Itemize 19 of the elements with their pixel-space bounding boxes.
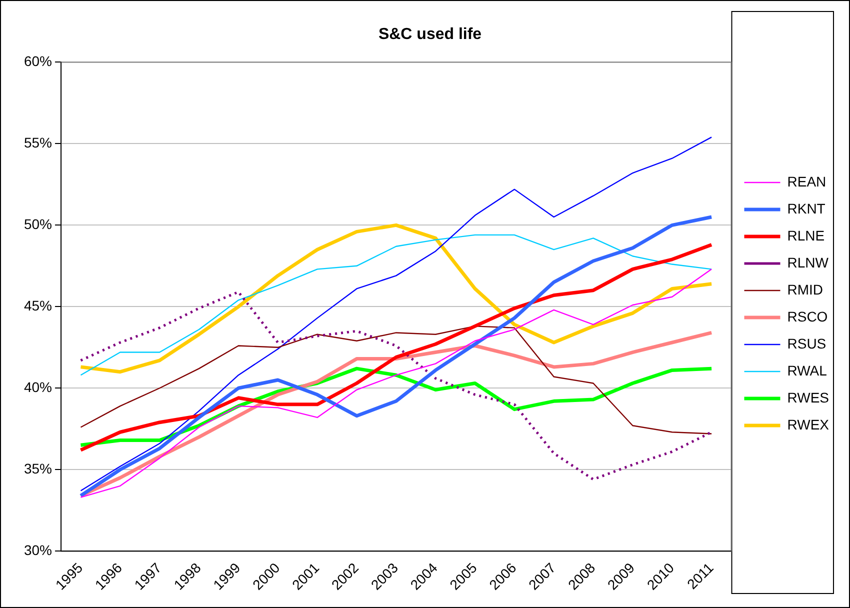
legend-label: REAN: [787, 173, 826, 190]
legend-label: RLNW: [787, 254, 830, 270]
y-tick-label: 35%: [24, 460, 52, 476]
legend-label: RWAL: [787, 362, 828, 378]
y-tick-label: 45%: [24, 298, 52, 314]
legend-label: RKNT: [787, 200, 826, 216]
y-tick-label: 40%: [24, 378, 52, 395]
legend-label: RSCO: [787, 308, 828, 324]
y-tick-label: 55%: [24, 134, 52, 151]
legend-label: RLNE: [787, 227, 825, 244]
y-tick-label: 60%: [24, 53, 52, 70]
legend-label: RMID: [787, 281, 824, 298]
legend-label: RSUS: [787, 335, 826, 352]
line-series: [79, 290, 713, 481]
legend-label: RWES: [787, 389, 830, 406]
y-tick-label: 50%: [24, 216, 52, 232]
legend-label: RWEX: [787, 416, 830, 432]
chart-title: S&C used life: [378, 26, 482, 44]
y-tick-label: 30%: [24, 542, 52, 558]
